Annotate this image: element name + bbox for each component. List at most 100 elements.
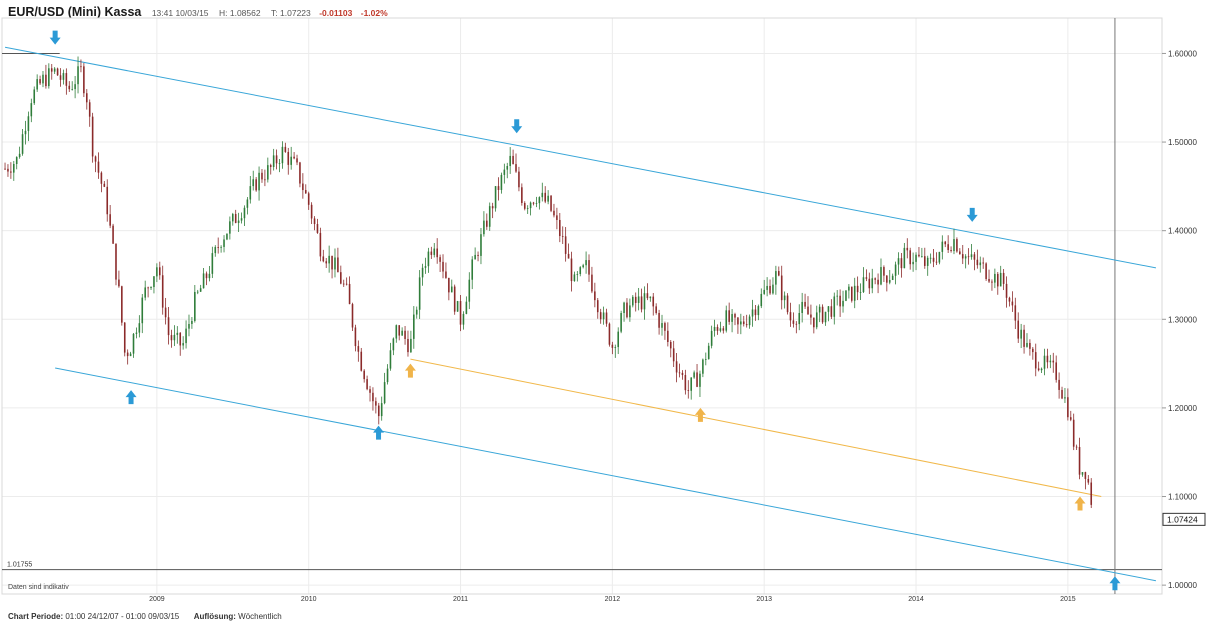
candle-body: [737, 317, 739, 325]
candle-body: [766, 285, 768, 290]
candle-body: [950, 250, 952, 252]
candle-body: [585, 260, 587, 266]
candle-body: [991, 281, 993, 283]
candle-body: [891, 275, 894, 280]
y-tick-label: 1.60000: [1168, 49, 1197, 58]
candle-body: [229, 221, 231, 234]
candle-body: [307, 193, 310, 205]
candle-body: [617, 331, 620, 348]
candle-body: [1081, 472, 1084, 475]
candle-body: [153, 276, 155, 288]
candle-body: [690, 377, 693, 391]
candle-body: [53, 68, 56, 72]
candle-body: [1069, 417, 1072, 420]
last-price-box: [1162, 512, 1206, 526]
candle-body: [850, 286, 853, 301]
candle-body: [742, 321, 745, 325]
quote-close: T: 1.07223: [271, 8, 311, 18]
candle-body: [710, 330, 713, 346]
candle-body: [410, 338, 412, 353]
upper-channel-line: [4, 46, 1157, 269]
x-tick-label: 2010: [301, 596, 317, 603]
candle-body: [529, 202, 532, 209]
candle-body: [1023, 329, 1025, 347]
candle-body: [821, 306, 824, 323]
candle-body: [535, 203, 538, 204]
candle-body: [415, 309, 418, 315]
candle-body: [404, 330, 406, 339]
arrow-down-icon: [511, 119, 523, 134]
candle-body: [556, 215, 558, 220]
candle-body: [1058, 379, 1060, 390]
arrow-up-icon: [125, 390, 137, 405]
candle-body: [684, 375, 687, 391]
candle-body: [491, 206, 494, 209]
candle-body: [118, 279, 120, 287]
candle-body: [121, 286, 123, 323]
candle-body: [678, 372, 681, 374]
candle-body: [123, 322, 126, 353]
candle-body: [605, 312, 608, 324]
candle-body: [538, 197, 541, 204]
candle-body: [719, 328, 722, 331]
candle-body: [856, 285, 859, 293]
candle-body: [643, 293, 646, 310]
x-tick-label: 2013: [756, 596, 772, 603]
candle-body: [813, 317, 815, 328]
candle-body: [342, 283, 345, 285]
candle-body: [994, 273, 996, 283]
candle-body: [202, 273, 205, 289]
candle-body: [191, 320, 193, 324]
candle-body: [623, 302, 625, 314]
candle-body: [941, 241, 944, 252]
candle-body: [453, 286, 456, 312]
candle-body: [611, 344, 614, 348]
candle-body: [1072, 419, 1075, 447]
candle-body: [462, 313, 465, 325]
candle-body: [754, 309, 757, 316]
candle-body: [935, 261, 938, 263]
candle-body: [602, 312, 605, 320]
candle-body: [880, 267, 882, 285]
candle-body: [675, 361, 678, 373]
candle-body: [953, 239, 955, 252]
candle-body: [789, 312, 792, 321]
candle-body: [769, 285, 771, 294]
candle-body: [547, 195, 549, 202]
candle-body: [1078, 447, 1081, 475]
quote-change: -0.01103: [319, 8, 353, 18]
candle-body: [269, 165, 272, 167]
candle-body: [503, 169, 506, 175]
candle-body: [996, 273, 999, 287]
candle-body: [626, 302, 628, 318]
candle-body: [1002, 272, 1005, 284]
candle-body: [1049, 360, 1052, 363]
candle-body: [176, 332, 179, 335]
candle-body: [734, 314, 736, 318]
candle-body: [886, 275, 888, 283]
candle-body: [655, 306, 657, 313]
candle-body: [1026, 342, 1028, 347]
candle-body: [357, 346, 360, 352]
candle-body: [363, 370, 365, 380]
candle-body: [158, 267, 161, 276]
candle-body: [923, 256, 926, 266]
candle-body: [669, 341, 672, 349]
candle-body: [646, 293, 649, 299]
candle-body: [275, 155, 278, 164]
candle-body: [632, 296, 634, 306]
candle-body: [1008, 297, 1011, 302]
resolution-label: Auflösung:: [193, 612, 236, 621]
period-value: 01:00 24/12/07 - 01:00 09/03/15: [65, 612, 180, 621]
candle-body: [795, 323, 798, 325]
candle-body: [1090, 482, 1093, 505]
candle-body: [80, 66, 82, 68]
candle-body: [83, 66, 85, 94]
chart-footer: Chart Periode: 01:00 24/12/07 - 01:00 09…: [8, 612, 282, 621]
candle-body: [68, 85, 71, 90]
candle-body: [810, 314, 812, 318]
candle-body: [471, 259, 474, 280]
candle-body: [637, 296, 640, 303]
price-candles: [4, 56, 1093, 509]
